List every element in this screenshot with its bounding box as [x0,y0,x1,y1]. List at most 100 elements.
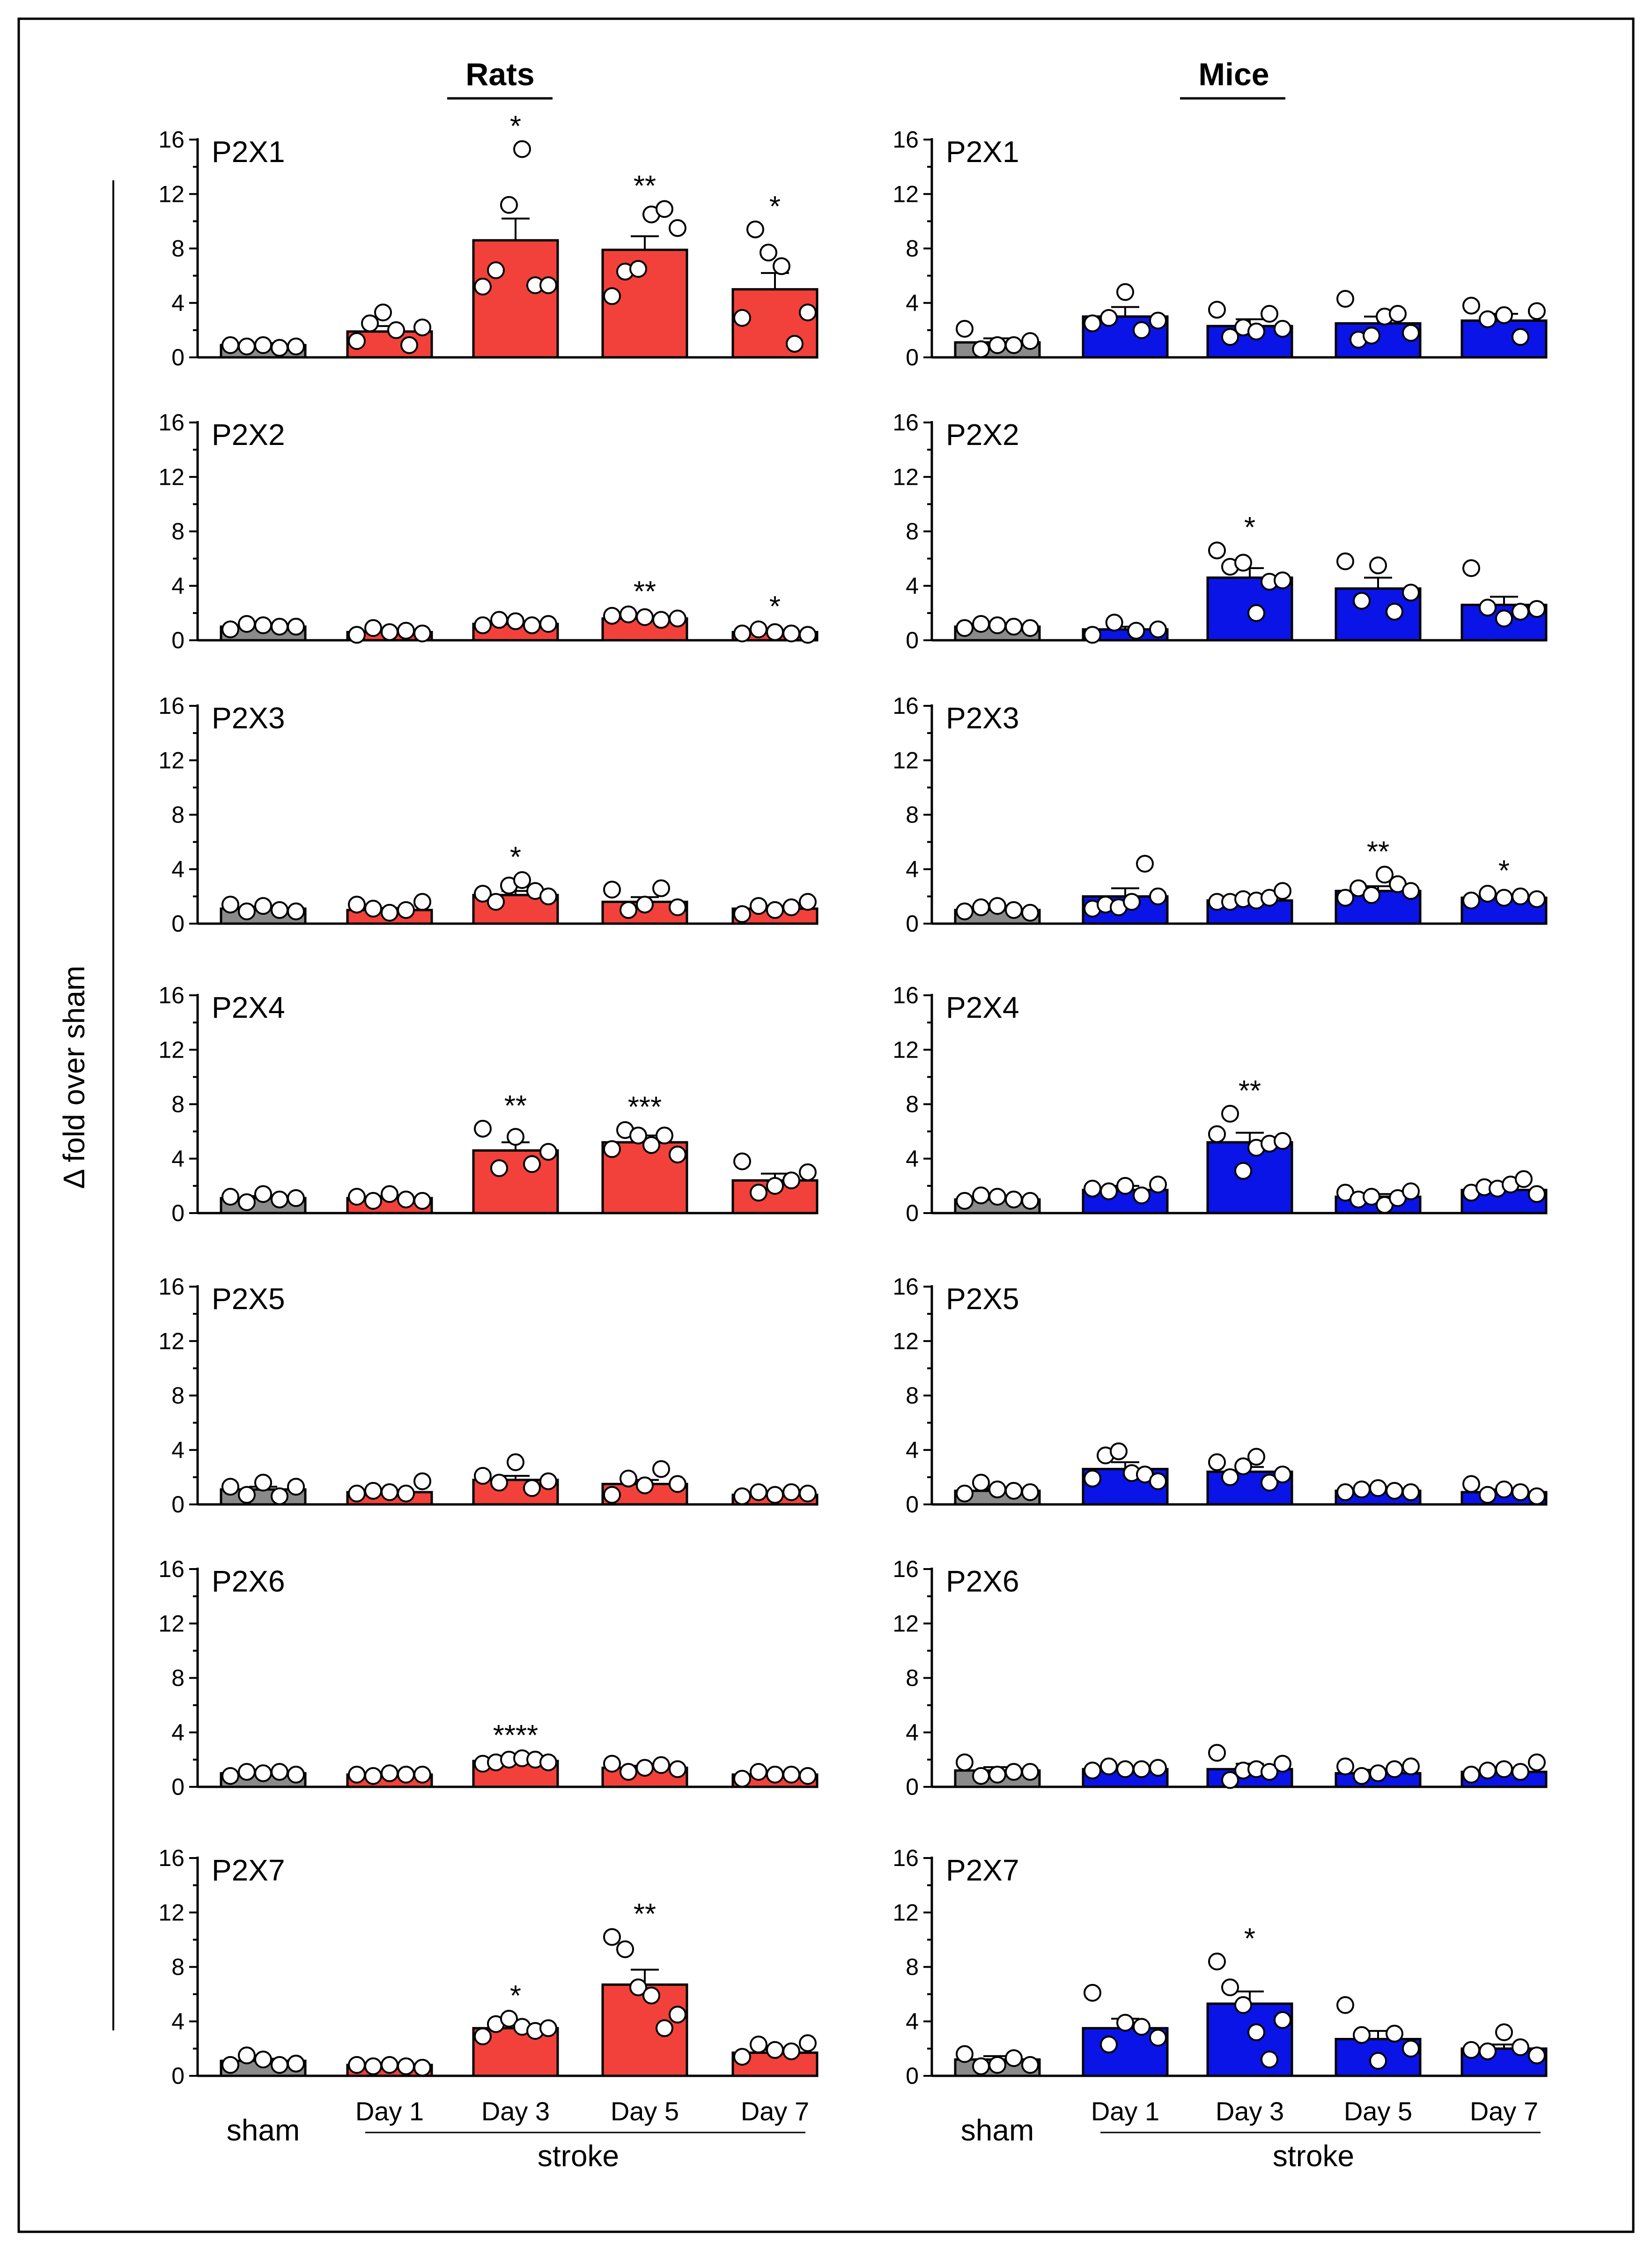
data-point [1221,1771,1239,1789]
data-point [1149,887,1167,905]
column-title-rats: Rats [465,57,534,92]
data-point [750,1763,767,1781]
data-point [620,901,637,919]
data-point [1123,893,1141,911]
x-label-sham-mice: sham [961,2113,1034,2147]
data-point [669,1760,686,1778]
significance-stars: ** [1367,836,1389,868]
data-point [1084,314,1101,333]
data-point [799,893,817,911]
y-tick-label: 4 [906,2008,919,2035]
y-tick-label: 0 [906,2063,919,2089]
data-point [364,2057,382,2075]
data-point [1005,1481,1023,1500]
data-point [348,332,366,350]
data-point [1479,1486,1497,1504]
data-point [221,620,239,638]
y-tick-label: 8 [171,802,184,828]
x-label-day7-mice: Day 7 [1470,2096,1538,2126]
y-tick-label: 0 [171,1774,184,1800]
y-tick-label: 0 [906,627,919,653]
data-point [474,277,492,296]
data-point [500,2009,518,2028]
y-tick-label: 4 [171,290,184,316]
y-tick-label: 12 [892,1899,919,1925]
data-point [271,1190,288,1208]
panel-title: P2X1 [946,135,1019,169]
data-point [1515,1170,1533,1188]
data-point [254,616,272,635]
data-point [1402,324,1420,342]
data-point [1479,1762,1497,1780]
y-tick-label: 4 [171,1719,184,1746]
y-tick-label: 8 [171,1954,184,1980]
data-point [381,1185,398,1203]
data-point [603,1486,621,1504]
data-point [374,304,392,322]
data-point [381,1764,398,1782]
data-point [254,1474,272,1492]
panel-title: P2X4 [946,991,1019,1024]
data-point [1234,1996,1252,2014]
panel-title: P2X3 [946,701,1019,735]
data-point [603,881,621,899]
data-point [972,2057,990,2075]
data-point [1386,2024,1403,2043]
data-point [782,624,800,643]
data-point [238,1763,256,1781]
data-point [620,1763,637,1781]
data-point [474,1466,492,1485]
data-point [254,336,272,354]
data-point [1234,554,1252,572]
data-point [669,219,686,237]
data-point [956,1192,974,1210]
data-point [1005,901,1023,919]
data-point [364,900,382,918]
data-point [1208,541,1226,560]
panel-title: P2X7 [946,1853,1019,1887]
data-point [1208,1125,1226,1143]
data-point [413,1472,431,1490]
data-point [1021,1192,1039,1210]
data-point [629,1126,647,1145]
data-point [387,321,405,339]
data-point [539,1143,557,1161]
data-point [1261,2051,1278,2069]
significance-stars: ** [504,1090,527,1122]
y-tick-label: 16 [892,693,919,719]
significance-stars: ** [1239,1075,1261,1107]
data-point [1495,2023,1513,2041]
panel-mice-p2x1: 0 4 8 12 16 P2X1 [892,126,1548,370]
data-point [669,1146,686,1164]
data-point [413,624,431,643]
data-point [1149,1175,1167,1193]
data-point [1261,305,1278,323]
data-point [1100,1757,1118,1776]
data-point [513,871,531,889]
data-point [523,616,541,635]
bar [472,239,559,359]
data-point [656,200,673,218]
data-point [1100,1182,1118,1200]
significance-stars: * [769,591,781,623]
x-label-day1-mice: Day 1 [1091,2096,1159,2126]
data-point [988,2056,1006,2074]
y-tick-label: 0 [906,911,919,937]
data-point [1084,1984,1101,2002]
y-tick-label: 0 [906,1491,919,1518]
data-point [397,622,415,640]
data-point [1363,886,1380,904]
significance-stars: ** [634,576,656,608]
data-point [364,1767,382,1785]
data-point [616,1940,634,1958]
data-point [1084,626,1101,644]
data-point [1234,1457,1252,1475]
y-tick-label: 4 [171,1437,184,1463]
data-point [1512,2038,1529,2056]
data-point [766,623,784,641]
data-point [500,196,518,214]
data-point [539,887,557,905]
data-point [539,276,557,294]
y-tick-label: 0 [171,2063,184,2089]
significance-stars: *** [628,1091,662,1124]
